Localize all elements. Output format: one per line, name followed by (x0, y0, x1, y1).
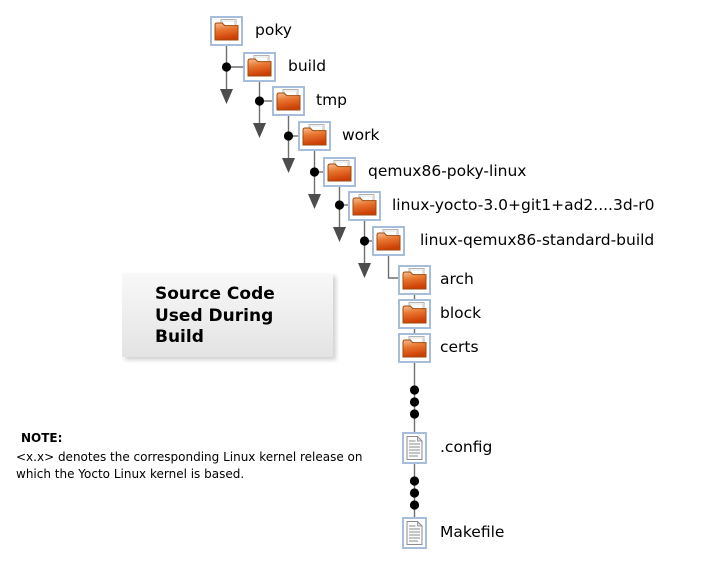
node-label: linux-yocto-3.0+git1+ad2....3d-r0 (392, 196, 655, 215)
node-label: certs (440, 338, 479, 357)
node-label: tmp (316, 91, 348, 110)
tree-node-work: work (298, 121, 380, 151)
folder-icon (398, 333, 431, 363)
branch-dot (309, 167, 320, 177)
node-label: linux-qemux86-standard-build (420, 231, 655, 250)
arrow-icon (282, 158, 295, 173)
connector-standardbuild-arch (387, 254, 399, 279)
callout-source-code: Source Code Used During Build (122, 273, 333, 357)
tree-node-linux-yocto: linux-yocto-3.0+git1+ad2....3d-r0 (348, 191, 655, 221)
folder-icon (272, 86, 305, 116)
folder-icon (243, 52, 276, 82)
note: NOTE: <x.x> denotes the corresponding Li… (16, 431, 386, 483)
folder-icon (298, 121, 331, 151)
node-label: arch (440, 270, 474, 289)
folder-icon (372, 226, 405, 256)
node-label: work (342, 126, 380, 145)
note-body-line: <x.x> denotes the corresponding Linux ke… (16, 450, 363, 464)
ellipsis-dots-config-makefile (409, 476, 420, 510)
node-label: qemux86-poky-linux (368, 162, 527, 181)
tree-node-build: build (243, 52, 326, 82)
down-arrows (220, 89, 371, 278)
tree-node-makefile: Makefile (402, 517, 504, 549)
file-icon (402, 517, 427, 549)
tree-node-linux-qemux86-standard-build: linux-qemux86-standard-build (372, 226, 654, 256)
arrow-icon (253, 123, 266, 138)
node-label: .config (440, 438, 493, 457)
callout-line: Source Code (155, 284, 275, 304)
folder-icon (348, 191, 381, 221)
ellipsis-dots-certs-config (409, 385, 420, 419)
node-label: Makefile (440, 523, 505, 542)
arrow-icon (308, 194, 321, 209)
ellipsis-dot (409, 409, 420, 419)
folder-icon (398, 265, 431, 295)
branch-dot (334, 200, 345, 210)
tree-node-arch: arch (398, 265, 474, 295)
ellipsis-dot (409, 397, 420, 407)
tree-node-config: .config (402, 432, 492, 464)
branch-dot (221, 62, 232, 72)
branch-dot (283, 131, 294, 141)
arrow-icon (358, 263, 371, 278)
note-title: NOTE: (21, 431, 63, 445)
callout-line: Build (155, 327, 204, 347)
tree-node-certs: certs (398, 333, 479, 363)
arrow-icon (333, 227, 346, 242)
node-label: block (440, 304, 482, 323)
folder-icon (323, 157, 356, 187)
note-body-line: which the Yocto Linux kernel is based. (16, 467, 245, 481)
node-label: build (288, 57, 327, 76)
branch-dot (359, 236, 370, 246)
ellipsis-dot (409, 385, 420, 395)
branch-dot (254, 96, 265, 106)
tree-node-qemux86-poky-linux: qemux86-poky-linux (323, 157, 526, 187)
folder-icon (210, 16, 243, 46)
tree-node-tmp: tmp (272, 86, 347, 116)
folder-icon (398, 299, 431, 329)
tree-node-block: block (398, 299, 481, 329)
ellipsis-dot (409, 488, 420, 498)
ellipsis-dot (409, 476, 420, 486)
arrow-icon (220, 89, 233, 104)
branch-dots (221, 62, 370, 246)
tree-node-poky: poky (210, 16, 292, 46)
ellipsis-dot (409, 500, 420, 510)
file-icon (402, 432, 427, 464)
callout-line: Used During (155, 305, 274, 326)
node-label: poky (255, 21, 292, 40)
